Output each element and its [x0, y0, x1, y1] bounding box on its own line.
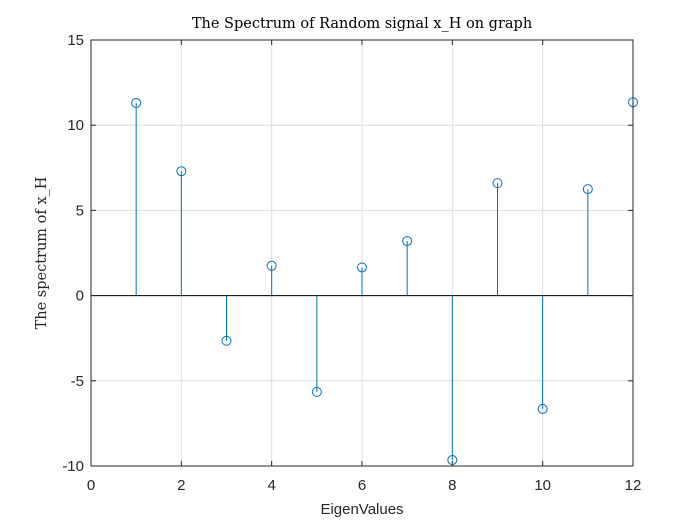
y-tick-label: 0 [76, 288, 84, 305]
stem-marker [582, 184, 593, 195]
y-axis-label: The spectrum of x_H [34, 177, 50, 330]
stem-marker [221, 335, 232, 346]
stem-marker [492, 178, 503, 189]
y-tick-label: 15 [67, 32, 84, 49]
x-tick-label: 12 [625, 477, 642, 494]
stem-marker [357, 262, 367, 273]
title-text: The Spectrum of Random signal x_H on gra… [192, 16, 532, 32]
stem-marker [176, 166, 187, 177]
x-tick-label: 4 [267, 477, 275, 494]
y-tick-label: 5 [76, 202, 84, 219]
y-tick-label: -10 [62, 458, 84, 475]
ylabel-text: The spectrum of x_H [34, 177, 50, 330]
stem-marker [266, 260, 277, 271]
x-tick-label: 6 [358, 477, 366, 494]
x-axis-label: EigenValues [320, 501, 403, 518]
y-tick-label: 10 [67, 117, 84, 134]
y-tick-label: -5 [71, 373, 84, 390]
x-tick-label: 8 [448, 477, 456, 494]
x-tick-label: 10 [534, 477, 551, 494]
x-tick-label: 2 [177, 477, 185, 494]
stem-marker [537, 403, 548, 414]
stem-marker [311, 386, 322, 397]
ticks: 0 2 4 6 8 10 12 -10 -5 0 5 10 15 [62, 32, 641, 494]
stem-marker [131, 98, 142, 109]
x-tick-label: 0 [87, 477, 95, 494]
stem-marker [402, 236, 413, 247]
chart-title: The Spectrum of Random signal x_H on gra… [192, 16, 532, 32]
